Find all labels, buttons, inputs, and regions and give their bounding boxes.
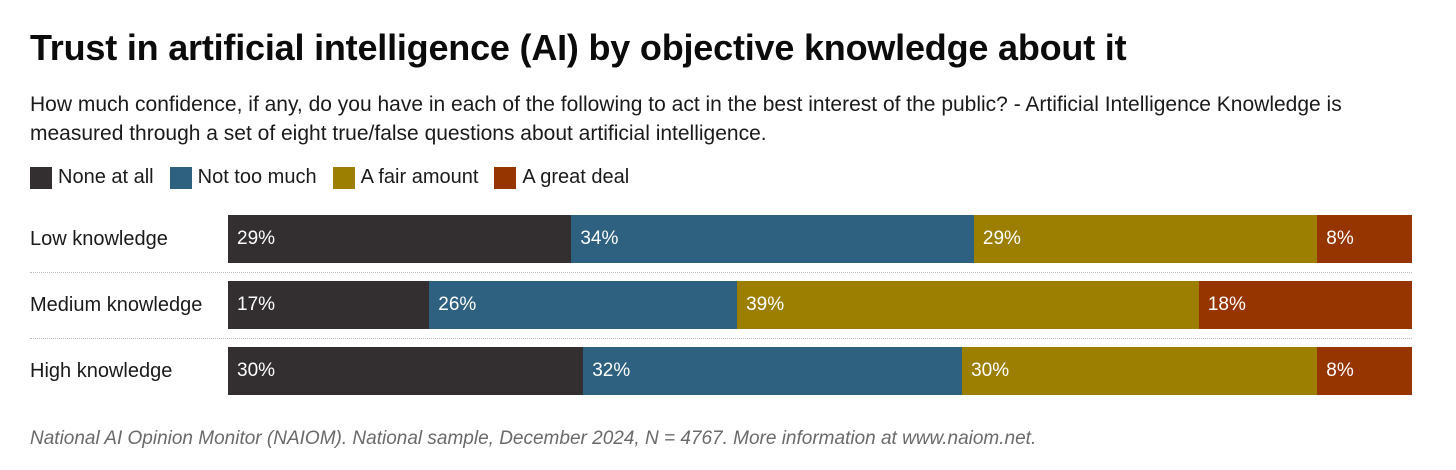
bar-segment: 26% <box>429 281 738 329</box>
bar-row: Low knowledge 29% 34% 29% 8% <box>0 215 1456 263</box>
legend-label: A fair amount <box>360 166 479 188</box>
legend-swatch <box>30 166 52 189</box>
chart-subtitle: How much confidence, if any, do you have… <box>30 93 1342 145</box>
legend-item: A fair amount <box>332 166 479 189</box>
data-label: 26% <box>438 294 477 315</box>
chart-legend: None at all Not too much A fair amount A gr… <box>30 166 645 189</box>
legend-swatch <box>169 166 192 189</box>
row-separator <box>30 338 1412 339</box>
bar-segment: 29% <box>228 215 572 263</box>
stacked-bar: 29% 34% 29% 8% <box>228 215 1412 263</box>
legend-label: A great deal <box>522 166 630 188</box>
stacked-bar: 30% 32% 30% 8% <box>228 347 1412 395</box>
chart-title: Trust in artificial intelligence (AI) by… <box>30 27 1127 68</box>
data-label: 30% <box>237 360 276 381</box>
data-label: 17% <box>237 294 276 315</box>
data-label: 32% <box>592 360 631 381</box>
data-label: 34% <box>580 228 619 249</box>
legend-label: Not too much <box>197 166 317 188</box>
bar-row: High knowledge 30% 32% 30% 8% <box>0 347 1456 395</box>
row-separator <box>30 272 1412 273</box>
legend-item: A great deal <box>494 166 629 189</box>
bar-row: Medium knowledge 17% 26% 39% 18% <box>0 281 1456 329</box>
source-note: National AI Opinion Monitor (NAIOM). Nat… <box>30 428 1037 449</box>
bar-segment: 32% <box>583 347 963 395</box>
data-label: 18% <box>1207 294 1246 315</box>
data-label: 30% <box>971 360 1010 381</box>
bar-segment: 8% <box>1317 347 1412 395</box>
legend-item: None at all <box>30 166 154 189</box>
data-label: 29% <box>237 228 276 249</box>
data-label: 29% <box>982 228 1021 249</box>
bar-segment: 29% <box>973 215 1318 263</box>
bar-segment: 39% <box>737 281 1199 329</box>
bar-segment: 18% <box>1198 281 1412 329</box>
category-label: Medium knowledge <box>30 294 203 316</box>
bar-segment: 30% <box>962 347 1318 395</box>
stacked-bar-chart: Low knowledge 29% 34% 29% 8% Medium knowledge… <box>0 205 1456 405</box>
legend-swatch <box>494 166 517 189</box>
bar-segment: 8% <box>1317 215 1412 263</box>
legend-swatch <box>332 166 355 189</box>
category-label: Low knowledge <box>30 228 168 250</box>
legend-label: None at all <box>58 166 154 188</box>
stacked-bar: 17% 26% 39% 18% <box>228 281 1412 329</box>
data-label: 8% <box>1326 228 1354 249</box>
bar-segment: 30% <box>228 347 584 395</box>
bar-segment: 17% <box>228 281 430 329</box>
bar-segment: 34% <box>571 215 974 263</box>
data-label: 8% <box>1326 360 1354 381</box>
legend-item: Not too much <box>169 166 317 189</box>
category-label: High knowledge <box>30 360 173 382</box>
data-label: 39% <box>746 294 785 315</box>
